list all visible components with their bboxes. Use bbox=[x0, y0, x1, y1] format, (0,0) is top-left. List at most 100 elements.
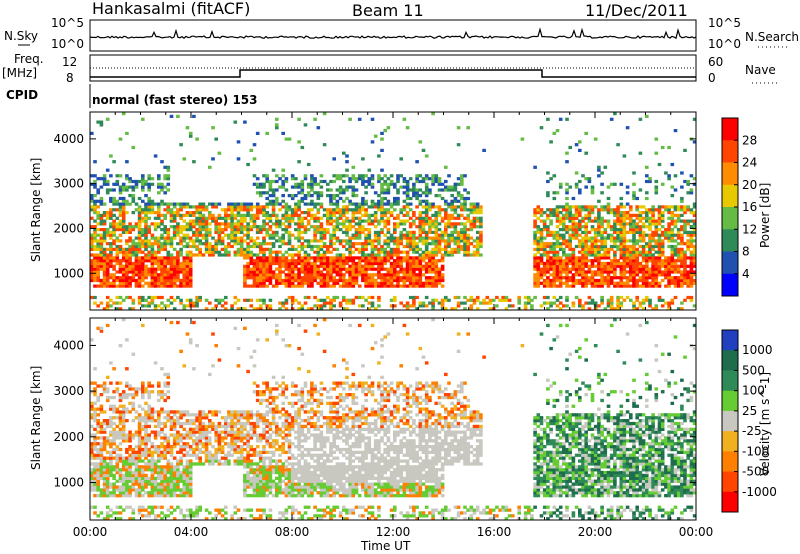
power-cell bbox=[386, 253, 391, 257]
power-cell bbox=[593, 244, 598, 249]
power-cell bbox=[584, 228, 588, 232]
power-cell bbox=[539, 256, 544, 260]
power-cell bbox=[619, 230, 624, 234]
power-cell bbox=[160, 247, 164, 251]
power-cell bbox=[571, 256, 576, 260]
power-cell bbox=[530, 298, 534, 302]
power-cell bbox=[565, 191, 569, 195]
velocity-cell bbox=[112, 488, 116, 492]
power-cell bbox=[399, 222, 403, 226]
velocity-cell bbox=[121, 494, 126, 498]
power-cell bbox=[440, 230, 445, 234]
power-cell bbox=[380, 264, 384, 268]
power-cell bbox=[667, 208, 671, 212]
power-cell bbox=[437, 188, 442, 192]
power-cell bbox=[182, 264, 187, 268]
power-cell bbox=[415, 281, 419, 285]
power-cell bbox=[380, 177, 384, 181]
power-cell bbox=[574, 230, 579, 234]
power-cell bbox=[590, 219, 595, 223]
power-cell bbox=[185, 261, 190, 266]
power-cell bbox=[105, 247, 110, 251]
power-cell bbox=[418, 194, 423, 198]
power-cell bbox=[332, 157, 336, 161]
power-cell bbox=[112, 242, 116, 246]
power-cell bbox=[329, 264, 333, 268]
power-cell bbox=[338, 222, 343, 226]
power-cell bbox=[619, 270, 624, 274]
power-cell bbox=[357, 259, 362, 263]
power-cell bbox=[287, 239, 292, 243]
power-cell bbox=[284, 213, 289, 217]
power-cell bbox=[169, 264, 174, 268]
power-cell bbox=[319, 284, 324, 288]
power-cell bbox=[578, 278, 582, 283]
power-cell bbox=[597, 253, 601, 257]
power-cell bbox=[169, 219, 174, 223]
power-cell bbox=[367, 177, 372, 181]
power-cell bbox=[265, 273, 269, 277]
power-cell bbox=[399, 236, 403, 240]
power-cell bbox=[568, 233, 572, 237]
power-cell bbox=[236, 202, 241, 206]
power-cell bbox=[160, 160, 164, 164]
power-cell bbox=[230, 228, 234, 232]
power-cell bbox=[600, 182, 604, 186]
velocity-cell bbox=[115, 468, 120, 472]
power-cell bbox=[600, 230, 604, 234]
power-cell bbox=[137, 213, 142, 217]
power-cell bbox=[224, 244, 228, 249]
power-cell bbox=[93, 295, 97, 300]
power-cell bbox=[383, 174, 387, 178]
power-cell bbox=[338, 177, 343, 181]
power-cell bbox=[536, 276, 541, 280]
power-cell bbox=[313, 230, 317, 234]
power-cell bbox=[542, 284, 547, 288]
velocity-cell bbox=[121, 476, 126, 480]
power-cell bbox=[118, 222, 123, 226]
power-cell bbox=[571, 247, 576, 251]
power-cell bbox=[300, 281, 305, 285]
power-cell bbox=[555, 270, 560, 274]
power-cell bbox=[316, 256, 321, 260]
power-cell bbox=[176, 222, 180, 226]
power-cell bbox=[581, 225, 585, 229]
power-cell bbox=[648, 250, 652, 254]
power-cell bbox=[204, 247, 209, 251]
power-cell bbox=[472, 219, 477, 223]
power-cell bbox=[393, 196, 397, 201]
power-cell bbox=[357, 261, 362, 266]
power-cell bbox=[412, 244, 416, 249]
power-cell bbox=[169, 114, 174, 118]
power-cell bbox=[635, 250, 639, 254]
power-cell bbox=[338, 216, 343, 220]
power-cell bbox=[195, 301, 199, 305]
power-cell bbox=[115, 179, 120, 184]
power-cell bbox=[236, 222, 241, 226]
power-cell bbox=[255, 205, 260, 209]
power-cell bbox=[498, 298, 502, 302]
power-cell bbox=[393, 295, 397, 300]
power-cell bbox=[453, 247, 458, 251]
power-cell bbox=[460, 213, 464, 217]
power-cell bbox=[444, 213, 448, 217]
power-cell bbox=[673, 205, 678, 209]
power-cell bbox=[268, 194, 273, 198]
power-cell bbox=[692, 225, 697, 229]
power-cell bbox=[495, 295, 499, 300]
power-cell bbox=[424, 247, 429, 251]
power-cell bbox=[421, 301, 426, 305]
power-cell bbox=[354, 278, 359, 283]
power-cell bbox=[243, 247, 247, 251]
velocity-cell bbox=[105, 436, 110, 440]
power-cell bbox=[622, 273, 627, 277]
power-cell bbox=[546, 253, 550, 257]
power-cell bbox=[552, 208, 557, 212]
power-cell bbox=[412, 230, 416, 234]
power-cell bbox=[542, 247, 547, 251]
power-cell bbox=[316, 216, 321, 220]
power-cell bbox=[558, 228, 563, 232]
power-cell bbox=[613, 307, 617, 311]
power-cell bbox=[667, 225, 671, 229]
velocity-cell bbox=[102, 494, 107, 498]
